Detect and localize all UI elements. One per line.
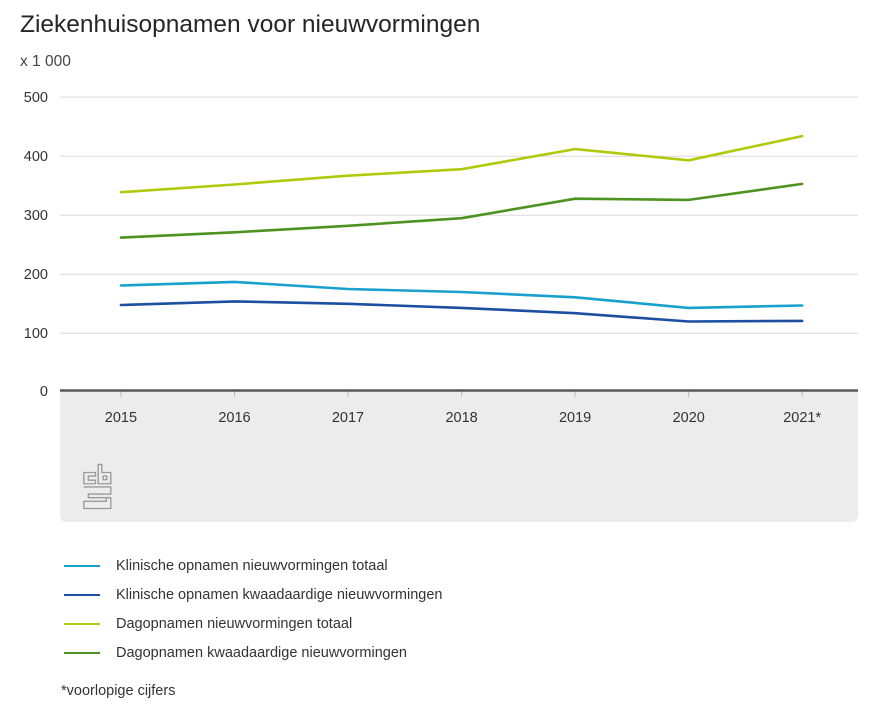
svg-text:2021*: 2021* — [783, 410, 821, 426]
svg-text:400: 400 — [24, 149, 48, 165]
svg-text:300: 300 — [24, 208, 48, 224]
svg-text:2016: 2016 — [218, 410, 250, 426]
svg-text:2017: 2017 — [332, 410, 364, 426]
svg-text:0: 0 — [40, 384, 48, 400]
svg-text:200: 200 — [24, 267, 48, 283]
svg-text:100: 100 — [24, 326, 48, 342]
svg-text:2019: 2019 — [559, 410, 591, 426]
svg-text:2015: 2015 — [105, 410, 137, 426]
svg-text:500: 500 — [24, 90, 48, 106]
svg-text:2020: 2020 — [673, 410, 705, 426]
svg-text:2018: 2018 — [445, 410, 477, 426]
